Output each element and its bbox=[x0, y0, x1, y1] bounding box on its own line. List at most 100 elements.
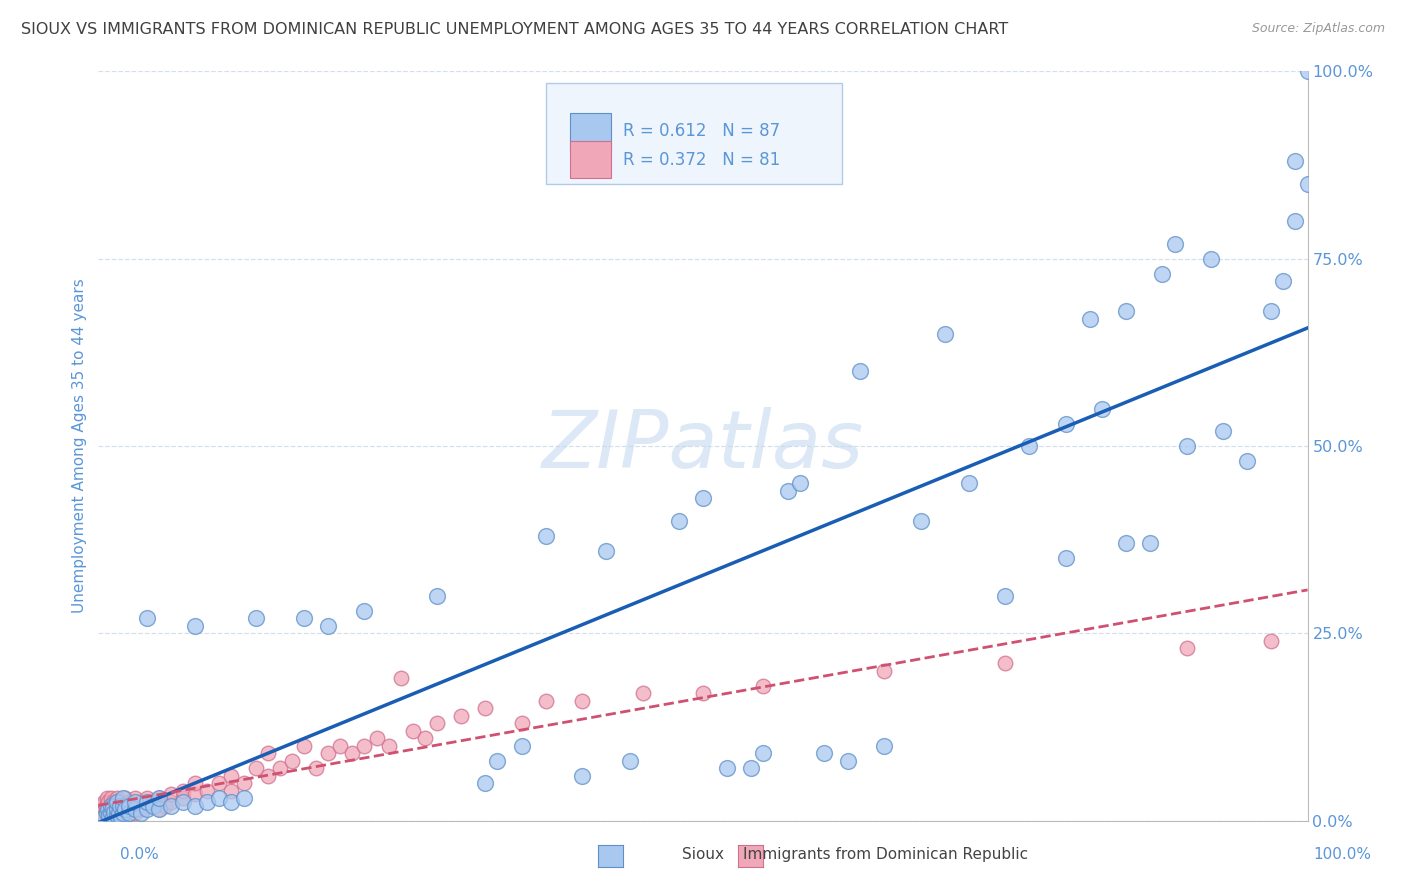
Point bbox=[221, 795, 243, 809]
Point bbox=[148, 802, 170, 816]
Point bbox=[353, 604, 375, 618]
Point bbox=[1212, 424, 1234, 438]
Point bbox=[474, 776, 496, 790]
Point bbox=[103, 806, 125, 821]
Point bbox=[256, 746, 278, 760]
Point bbox=[114, 802, 136, 816]
Point bbox=[124, 806, 146, 821]
Point bbox=[910, 514, 932, 528]
Text: 0.0%: 0.0% bbox=[120, 847, 159, 862]
Point bbox=[426, 589, 449, 603]
Point bbox=[789, 476, 811, 491]
Point bbox=[104, 798, 127, 813]
Point bbox=[108, 798, 131, 813]
Point bbox=[269, 761, 291, 775]
Point bbox=[534, 694, 557, 708]
Point bbox=[118, 806, 141, 821]
Text: Sioux: Sioux bbox=[682, 847, 724, 862]
Point bbox=[135, 798, 157, 813]
Point bbox=[716, 761, 738, 775]
Point bbox=[208, 791, 231, 805]
Point bbox=[316, 619, 339, 633]
Point bbox=[413, 731, 436, 746]
Point bbox=[292, 739, 315, 753]
Point bbox=[142, 795, 165, 809]
Point bbox=[595, 544, 617, 558]
Point bbox=[135, 802, 157, 816]
Point bbox=[129, 802, 152, 816]
Point bbox=[124, 791, 146, 805]
Point bbox=[1091, 401, 1114, 416]
Point bbox=[98, 806, 121, 821]
Point bbox=[94, 806, 117, 821]
Point bbox=[1115, 304, 1137, 318]
FancyBboxPatch shape bbox=[546, 83, 842, 184]
Point bbox=[1054, 551, 1077, 566]
Point bbox=[172, 791, 194, 805]
Point bbox=[245, 761, 267, 775]
Point bbox=[93, 802, 115, 816]
Point bbox=[486, 754, 509, 768]
Point bbox=[510, 716, 533, 731]
Point bbox=[426, 716, 449, 731]
Point bbox=[1139, 536, 1161, 550]
Point bbox=[957, 476, 980, 491]
Point bbox=[111, 806, 134, 821]
Text: Source: ZipAtlas.com: Source: ZipAtlas.com bbox=[1251, 22, 1385, 36]
Point bbox=[752, 679, 775, 693]
Point bbox=[366, 731, 388, 746]
Text: Immigrants from Dominican Republic: Immigrants from Dominican Republic bbox=[744, 847, 1028, 862]
Point bbox=[1163, 236, 1185, 251]
Point bbox=[96, 806, 118, 821]
Point bbox=[305, 761, 328, 775]
Point bbox=[97, 795, 120, 809]
Point bbox=[100, 798, 122, 813]
Point bbox=[108, 806, 131, 821]
Point bbox=[101, 800, 124, 814]
Point bbox=[110, 802, 132, 816]
Text: 100.0%: 100.0% bbox=[1313, 847, 1371, 862]
Point bbox=[1078, 311, 1101, 326]
Point bbox=[91, 798, 114, 813]
Point bbox=[105, 807, 128, 822]
Point bbox=[1152, 267, 1174, 281]
Point bbox=[934, 326, 956, 341]
Point bbox=[93, 795, 115, 809]
Point bbox=[571, 694, 593, 708]
Point bbox=[292, 611, 315, 625]
Y-axis label: Unemployment Among Ages 35 to 44 years: Unemployment Among Ages 35 to 44 years bbox=[72, 278, 87, 614]
Point bbox=[148, 791, 170, 805]
Point bbox=[245, 611, 267, 625]
Point bbox=[692, 686, 714, 700]
Point bbox=[135, 791, 157, 805]
Point bbox=[107, 806, 129, 821]
Point bbox=[153, 798, 176, 813]
Point bbox=[1175, 439, 1198, 453]
Point bbox=[172, 783, 194, 797]
Point bbox=[619, 754, 641, 768]
Point bbox=[184, 788, 207, 802]
Point bbox=[994, 589, 1017, 603]
Point bbox=[111, 798, 134, 813]
Point bbox=[135, 795, 157, 809]
Point bbox=[740, 761, 762, 775]
Text: R = 0.372   N = 81: R = 0.372 N = 81 bbox=[623, 151, 780, 169]
FancyBboxPatch shape bbox=[569, 142, 612, 178]
Point bbox=[256, 769, 278, 783]
Point bbox=[101, 795, 124, 809]
Point bbox=[1175, 641, 1198, 656]
Point bbox=[103, 805, 125, 819]
Point bbox=[129, 795, 152, 809]
Point bbox=[114, 810, 136, 824]
Point bbox=[402, 723, 425, 738]
Point bbox=[124, 802, 146, 816]
Point bbox=[316, 746, 339, 760]
Point bbox=[1018, 439, 1040, 453]
Point bbox=[111, 806, 134, 821]
FancyBboxPatch shape bbox=[569, 113, 612, 150]
Point bbox=[221, 783, 243, 797]
Point bbox=[100, 798, 122, 813]
Point bbox=[1199, 252, 1222, 266]
Point bbox=[184, 776, 207, 790]
Point bbox=[93, 810, 115, 824]
